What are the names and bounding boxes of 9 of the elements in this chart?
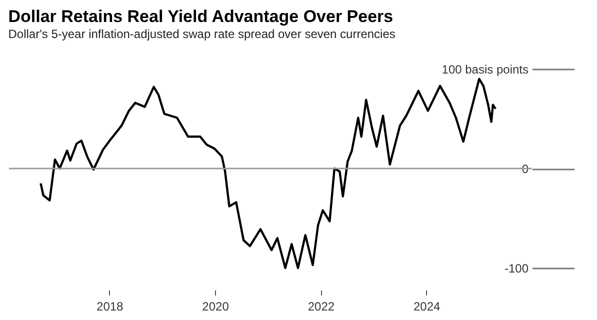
y-tick-label: -100: [504, 262, 529, 276]
line-series: [40, 78, 497, 270]
x-tick-label: 2022: [308, 300, 335, 314]
x-tick-label: 2024: [413, 300, 441, 314]
chart-subtitle: Dollar's 5-year inflation-adjusted swap rate spread over seven currencies: [8, 27, 396, 41]
x-tick-label: 2020: [202, 300, 230, 314]
x-tick-label: 2018: [96, 300, 124, 314]
y-tick-label: 100 basis points: [442, 62, 528, 76]
chart-title: Dollar Retains Real Yield Advantage Over Peers: [8, 7, 394, 26]
